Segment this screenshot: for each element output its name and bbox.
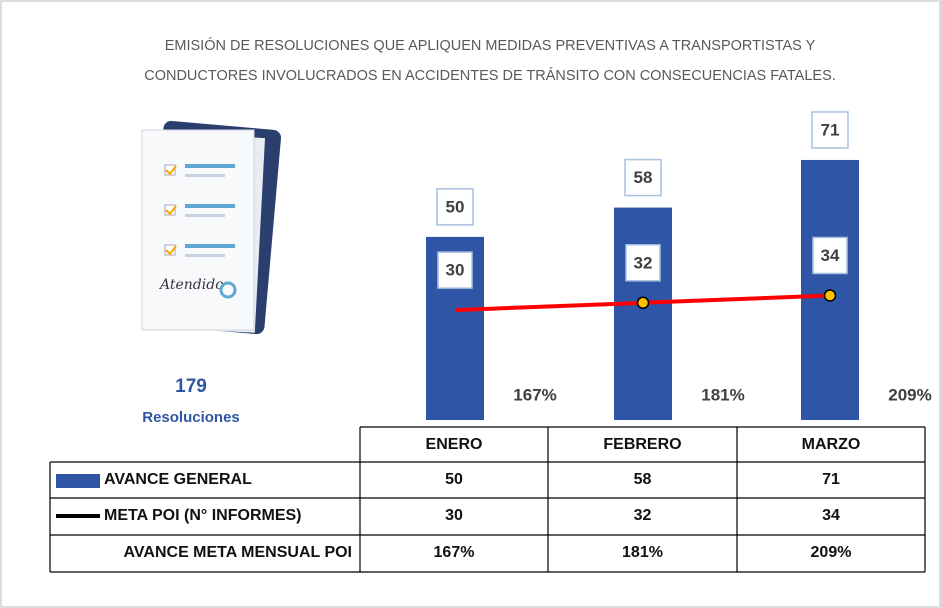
data-label: 71 [821,120,840,139]
table-cell: 58 [634,471,652,488]
column-header: FEBRERO [603,436,681,453]
total-value: 179 [175,376,207,397]
table-cell: 32 [634,507,652,524]
row-header: META POI (N° INFORMES) [104,507,302,524]
marker [638,297,649,308]
page: EMISIÓN DE RESOLUCIONES QUE APLIQUEN MED… [0,0,941,608]
table-cell: 50 [445,471,463,488]
data-label: 34 [821,246,840,265]
table-cell: 34 [822,507,840,524]
table-cell: 209% [811,544,852,561]
chart-title: EMISIÓN DE RESOLUCIONES QUE APLIQUEN MED… [165,37,816,54]
percent-label: 181% [701,385,744,404]
data-label: 32 [634,253,653,272]
percent-label: 209% [888,385,931,404]
row-header: AVANCE GENERAL [104,471,252,488]
svg-text:Atendido: Atendido [158,277,224,293]
table-cell: 30 [445,507,463,524]
data-label: 58 [634,168,653,187]
clipboard-icon: Atendido [142,120,282,335]
chart-title: CONDUCTORES INVOLUCRADOS EN ACCIDENTES D… [144,67,836,84]
bar [614,208,672,420]
total-label: Resoluciones [142,409,240,426]
table-cell: 181% [622,544,663,561]
column-header: MARZO [802,436,861,453]
table-cell: 167% [434,544,475,561]
percent-label: 167% [513,385,556,404]
marker [825,290,836,301]
row-header: AVANCE META MENSUAL POI [124,544,352,561]
data-label: 50 [446,197,465,216]
column-header: ENERO [426,436,483,453]
data-label: 30 [446,261,465,280]
table-cell: 71 [822,471,840,488]
